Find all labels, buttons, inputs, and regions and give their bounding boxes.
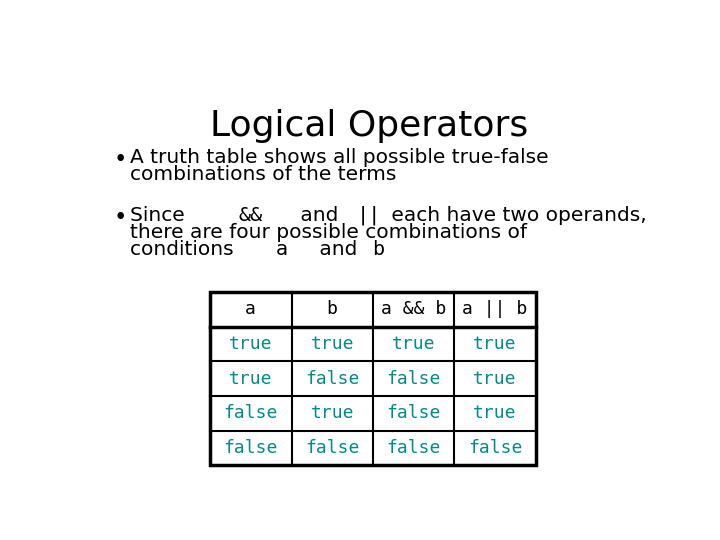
Text: b: b bbox=[327, 300, 338, 318]
Text: Logical Operators: Logical Operators bbox=[210, 110, 528, 144]
Text: Since: Since bbox=[130, 206, 192, 225]
Text: false: false bbox=[305, 439, 359, 457]
Text: a || b: a || b bbox=[462, 300, 528, 318]
Text: true: true bbox=[310, 404, 354, 422]
Text: false: false bbox=[387, 369, 441, 388]
Text: A truth table shows all possible true-false: A truth table shows all possible true-fa… bbox=[130, 148, 549, 167]
Text: a: a bbox=[276, 240, 288, 259]
Text: conditions: conditions bbox=[130, 240, 240, 259]
Text: false: false bbox=[387, 439, 441, 457]
Bar bbox=[210, 292, 536, 465]
Text: true: true bbox=[473, 335, 517, 353]
Text: true: true bbox=[310, 335, 354, 353]
Text: true: true bbox=[473, 369, 517, 388]
Text: •: • bbox=[113, 148, 127, 171]
Text: a && b: a && b bbox=[381, 300, 446, 318]
Text: b: b bbox=[372, 240, 384, 259]
Text: and: and bbox=[313, 240, 364, 259]
Text: and: and bbox=[294, 206, 344, 225]
Text: •: • bbox=[113, 206, 127, 229]
Text: combinations of the terms: combinations of the terms bbox=[130, 165, 397, 184]
Text: a: a bbox=[246, 300, 256, 318]
Text: true: true bbox=[229, 335, 273, 353]
Text: false: false bbox=[305, 369, 359, 388]
Text: true: true bbox=[229, 369, 273, 388]
Text: true: true bbox=[392, 335, 436, 353]
Text: false: false bbox=[224, 439, 278, 457]
Text: &&: && bbox=[238, 206, 263, 225]
Text: there are four possible combinations of: there are four possible combinations of bbox=[130, 222, 527, 241]
Text: each have two operands,: each have two operands, bbox=[385, 206, 647, 225]
Text: true: true bbox=[473, 404, 517, 422]
Text: false: false bbox=[224, 404, 278, 422]
Text: ||: || bbox=[357, 206, 381, 225]
Text: false: false bbox=[468, 439, 522, 457]
Text: false: false bbox=[387, 404, 441, 422]
